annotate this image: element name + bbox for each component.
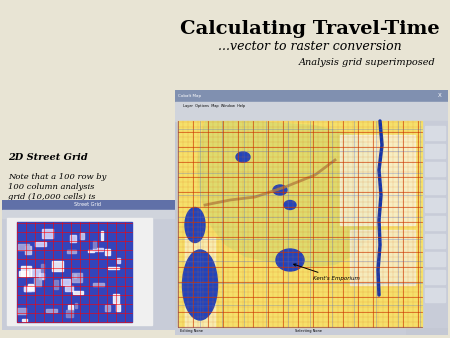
Bar — [101, 231, 104, 240]
Text: Street Grid: Street Grid — [75, 202, 102, 208]
Bar — [108, 267, 119, 269]
Text: X: X — [438, 94, 442, 98]
Bar — [17, 222, 132, 322]
Bar — [67, 249, 76, 253]
Bar — [19, 271, 28, 276]
Text: Layer  Options  Map  Window  Help: Layer Options Map Window Help — [183, 104, 245, 108]
Bar — [66, 310, 73, 317]
Polygon shape — [197, 121, 385, 267]
Bar — [350, 230, 415, 285]
Bar — [175, 102, 448, 111]
Bar — [105, 248, 110, 255]
Bar — [64, 286, 73, 291]
Text: Cobalt Map: Cobalt Map — [178, 94, 201, 98]
Bar — [425, 288, 445, 302]
Bar — [175, 111, 448, 121]
Bar — [46, 309, 57, 312]
Bar — [425, 198, 445, 212]
Bar — [61, 279, 70, 285]
Text: Note that a 100 row by
100 column analysis
grid (10,000 cells) is
superimposed o: Note that a 100 row by 100 column analys… — [8, 173, 107, 312]
Bar — [93, 283, 104, 286]
Text: Editing None: Editing None — [180, 329, 203, 333]
Bar — [180, 268, 197, 283]
Bar — [105, 305, 110, 311]
Bar — [80, 233, 84, 239]
Bar — [175, 90, 448, 102]
Bar — [54, 280, 58, 289]
Bar — [24, 287, 31, 291]
Bar — [25, 246, 32, 254]
Bar — [70, 235, 76, 242]
Bar — [18, 244, 29, 250]
Ellipse shape — [284, 200, 296, 210]
Bar — [72, 273, 81, 282]
Bar — [425, 162, 445, 176]
Bar — [180, 252, 197, 267]
Ellipse shape — [183, 250, 217, 320]
Bar — [425, 144, 445, 158]
Bar — [88, 249, 94, 252]
Bar — [39, 273, 44, 279]
Bar — [425, 216, 445, 230]
Bar — [178, 121, 422, 327]
Bar — [52, 261, 63, 271]
Bar — [73, 291, 82, 294]
Bar — [423, 121, 448, 327]
Bar — [340, 135, 415, 225]
Text: Selecting None: Selecting None — [295, 329, 322, 333]
Bar — [425, 180, 445, 194]
Bar — [112, 294, 119, 304]
Bar — [40, 264, 44, 272]
Text: ...vector to raster conversion: ...vector to raster conversion — [218, 40, 402, 53]
Ellipse shape — [276, 249, 304, 271]
Bar — [7, 218, 152, 325]
Bar — [75, 304, 77, 308]
Bar — [24, 286, 34, 291]
Text: Calculating Travel-Time: Calculating Travel-Time — [180, 20, 440, 38]
Text: Analysis grid superimposed: Analysis grid superimposed — [298, 58, 435, 67]
Text: 2D Street Grid: 2D Street Grid — [8, 153, 88, 162]
Bar — [94, 248, 103, 250]
Bar — [68, 306, 73, 310]
Bar — [425, 252, 445, 266]
Bar — [73, 274, 76, 279]
Bar — [117, 258, 120, 263]
Ellipse shape — [273, 185, 287, 195]
Bar — [34, 278, 41, 286]
Bar — [17, 308, 26, 314]
Bar — [2, 200, 175, 210]
Bar — [425, 234, 445, 248]
Bar — [2, 210, 175, 218]
Bar — [42, 229, 53, 238]
Bar — [116, 304, 120, 311]
Bar — [425, 270, 445, 284]
Bar — [28, 284, 32, 290]
Bar — [35, 242, 46, 246]
Bar — [175, 327, 405, 335]
Bar — [185, 237, 215, 327]
Ellipse shape — [236, 152, 250, 162]
Text: Kent's Emporium: Kent's Emporium — [294, 264, 360, 281]
Bar — [425, 126, 445, 140]
Bar — [93, 241, 96, 248]
Ellipse shape — [185, 208, 205, 242]
Bar — [21, 266, 31, 276]
Bar — [31, 269, 40, 276]
Bar — [22, 319, 27, 321]
